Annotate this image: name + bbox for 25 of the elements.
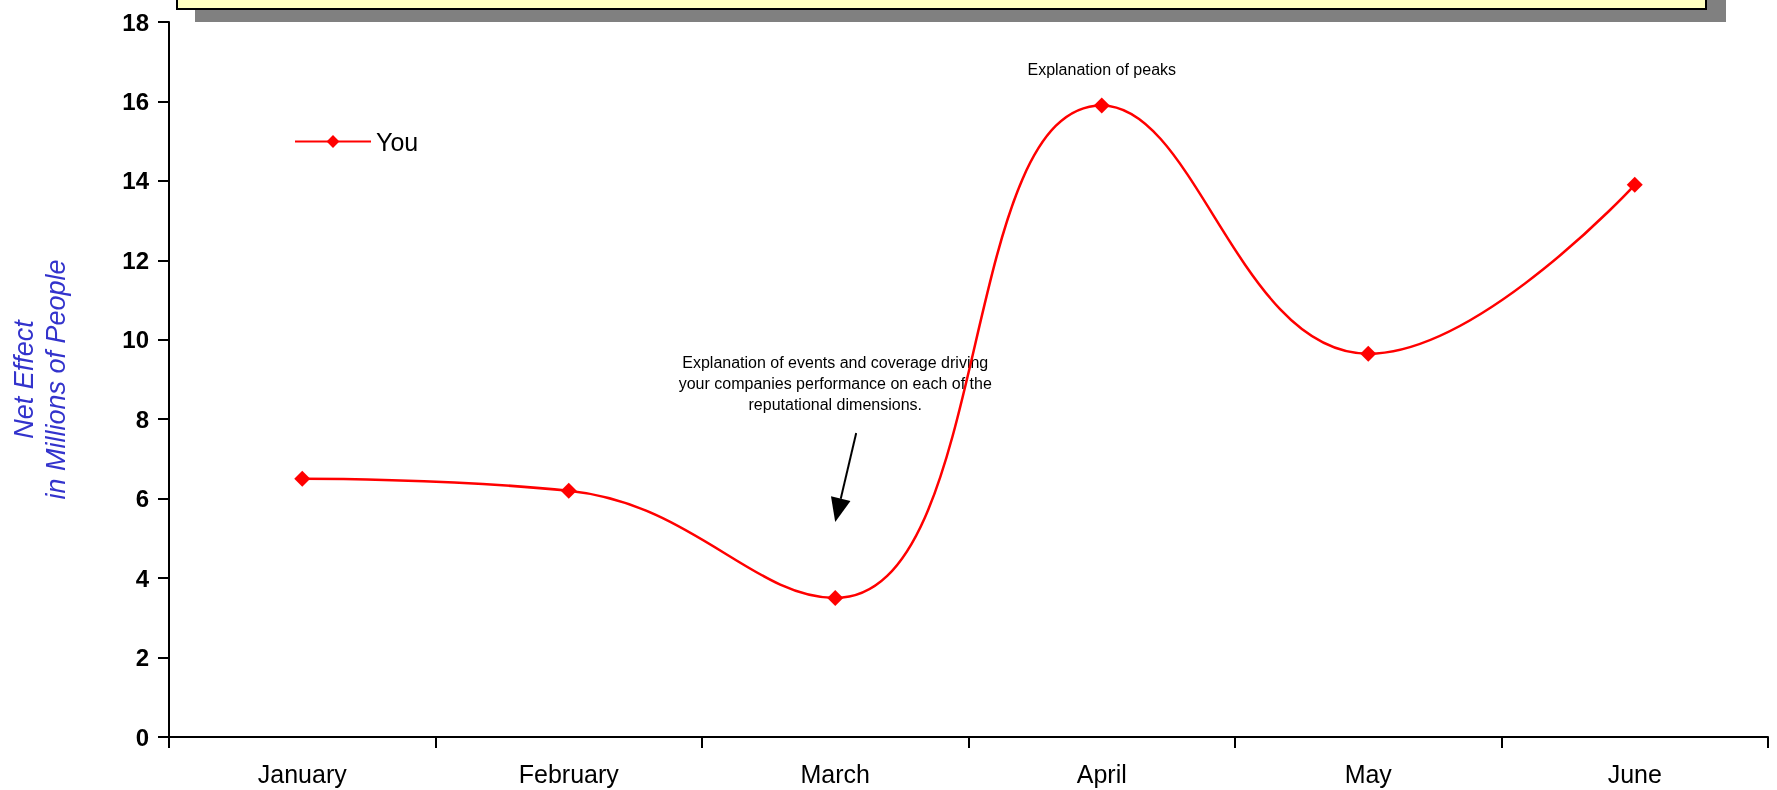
y-tick-label: 2 — [135, 644, 149, 672]
y-tick-label: 14 — [122, 167, 150, 195]
y-tick-label: 16 — [122, 87, 149, 115]
annotation: Explanation of peaks — [1027, 61, 1177, 79]
point — [560, 482, 577, 499]
x-tick-label: January — [257, 759, 348, 788]
x-tick-label: February — [518, 759, 620, 788]
x-tick-label: March — [800, 759, 870, 788]
x-tick-label: May — [1344, 759, 1393, 788]
y-tick-label: 12 — [122, 246, 149, 274]
y-tick-label: 10 — [122, 326, 149, 354]
y-tick-label: 0 — [135, 723, 149, 751]
y-tick-label: 8 — [135, 405, 149, 433]
y-tick-label: 6 — [135, 485, 149, 513]
point — [1626, 176, 1643, 193]
y-axis-title: Net Effect in Millions of People — [9, 259, 71, 500]
point — [1360, 345, 1377, 362]
y-tick-label: 4 — [135, 564, 150, 592]
legend-label: You — [376, 127, 419, 156]
y-tick-label: 18 — [122, 8, 149, 36]
x-tick-label: April — [1076, 759, 1127, 788]
point — [1093, 97, 1110, 114]
x-tick-label: June — [1607, 759, 1662, 788]
point — [294, 470, 311, 487]
point — [827, 589, 844, 606]
